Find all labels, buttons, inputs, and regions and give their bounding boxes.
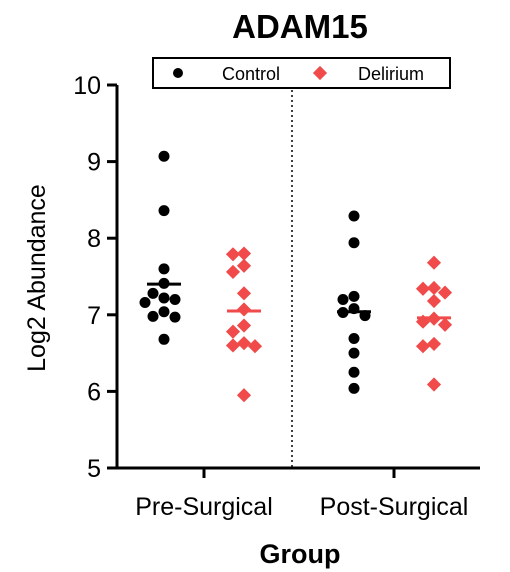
data-point-control — [158, 263, 170, 275]
y-tick-label: 5 — [87, 455, 101, 483]
y-tick-label: 6 — [87, 378, 101, 406]
data-point-control — [158, 205, 170, 217]
data-point-control — [348, 210, 360, 222]
data-point-delirium — [225, 264, 241, 279]
legend: Control Delirium — [152, 57, 451, 89]
data-point-delirium — [426, 255, 442, 270]
data-point-control — [158, 292, 170, 304]
data-point-delirium — [236, 258, 252, 273]
data-point-delirium — [236, 286, 252, 301]
data-point-control — [337, 293, 349, 305]
legend-marker-control — [173, 68, 183, 78]
x-axis-label: Group — [260, 539, 341, 569]
data-point-delirium — [437, 285, 453, 300]
data-point-delirium — [437, 317, 453, 332]
data-points — [139, 150, 453, 403]
y-axis-label: Log2 Abundance — [23, 184, 51, 372]
legend-label-delirium: Delirium — [358, 64, 424, 84]
data-point-control — [158, 150, 170, 162]
legend-label-control: Control — [222, 64, 280, 84]
data-point-delirium — [236, 318, 252, 333]
data-point-delirium — [415, 339, 431, 354]
data-point-delirium — [236, 388, 252, 403]
y-ticks: 5 6 7 8 9 10 — [73, 72, 117, 483]
x-ticks: Pre-Surgical Post-Surgical — [135, 468, 468, 521]
legend-marker-delirium — [312, 65, 328, 81]
y-tick-label: 9 — [87, 149, 101, 177]
x-tick-label: Pre-Surgical — [135, 493, 273, 521]
y-tick-label: 10 — [73, 72, 101, 100]
data-point-control — [348, 290, 360, 302]
data-point-delirium — [225, 324, 241, 339]
chart-title: ADAM15 — [232, 8, 368, 45]
data-point-delirium — [225, 338, 241, 353]
data-point-delirium — [236, 336, 252, 351]
data-point-control — [139, 297, 151, 309]
data-point-delirium — [247, 339, 263, 354]
data-point-control — [158, 306, 170, 318]
y-tick-label: 8 — [87, 225, 101, 253]
data-point-control — [147, 287, 159, 299]
data-point-control — [169, 293, 181, 305]
data-point-control — [147, 310, 159, 322]
data-point-delirium — [415, 281, 431, 296]
data-point-delirium — [426, 280, 442, 296]
legend-box — [152, 57, 451, 89]
data-point-control — [348, 347, 360, 359]
data-point-delirium — [426, 336, 442, 351]
data-point-control — [158, 333, 170, 345]
mean-lines — [147, 282, 451, 320]
data-point-control — [348, 237, 360, 249]
data-point-delirium — [225, 247, 241, 262]
data-point-control — [348, 366, 360, 378]
data-point-delirium — [236, 246, 252, 261]
data-point-control — [348, 333, 360, 345]
data-point-delirium — [426, 293, 442, 309]
x-tick-label: Post-Surgical — [320, 493, 469, 521]
data-point-delirium — [426, 377, 442, 392]
data-point-control — [169, 311, 181, 323]
data-point-delirium — [236, 302, 252, 317]
y-tick-label: 7 — [87, 302, 101, 330]
data-point-control — [348, 382, 360, 394]
